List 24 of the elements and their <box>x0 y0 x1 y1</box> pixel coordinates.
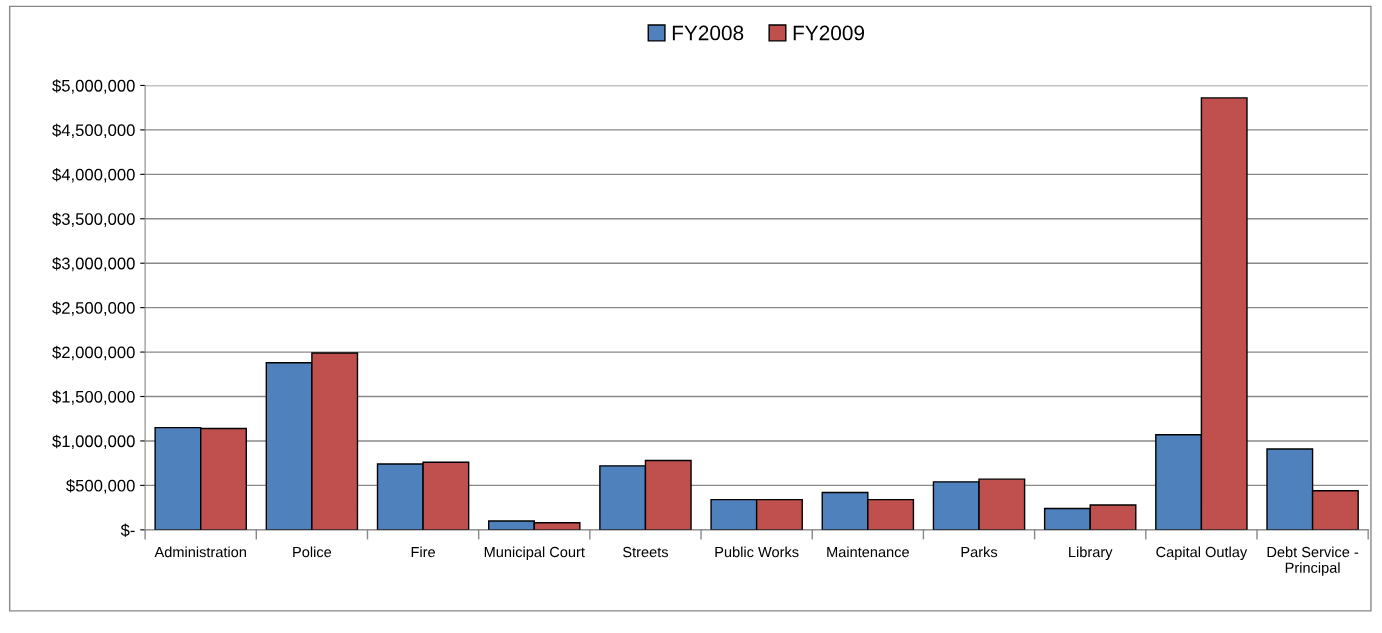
y-tick-label: $4,000,000 <box>52 168 135 183</box>
x-tick-label: Capital Outlay <box>1156 546 1248 561</box>
y-tick-label: $2,000,000 <box>52 345 135 361</box>
legend-label: FY2008 <box>672 25 744 41</box>
x-tick-label: Administration <box>154 546 246 558</box>
x-tick-label: Streets <box>623 546 669 558</box>
x-tick-label: Municipal Court <box>484 546 585 561</box>
x-tick-label: Police <box>293 546 332 558</box>
x-tick-label: Parks <box>961 546 998 558</box>
x-tick-label: Debt Service - Principal <box>1267 546 1359 576</box>
y-tick-label: $2,500,000 <box>52 301 135 316</box>
y-tick-label: $500,000 <box>66 479 135 494</box>
y-tick-label: $1,000,000 <box>52 434 135 450</box>
y-tick-label: $1,500,000 <box>52 390 135 405</box>
y-tick-label: $4,500,000 <box>52 123 135 139</box>
y-tick-label: $3,000,000 <box>52 256 135 272</box>
x-tick-label: Maintenance <box>827 546 909 558</box>
x-tick-label: Library <box>1069 546 1113 561</box>
x-tick-label: Public Works <box>715 546 799 558</box>
legend-label: FY2009 <box>793 25 865 41</box>
y-tick-label: $3,500,000 <box>52 212 135 227</box>
y-tick-label: $5,000,000 <box>52 79 135 94</box>
x-tick-label: Fire <box>411 546 435 558</box>
y-tick-label: $- <box>120 523 135 538</box>
